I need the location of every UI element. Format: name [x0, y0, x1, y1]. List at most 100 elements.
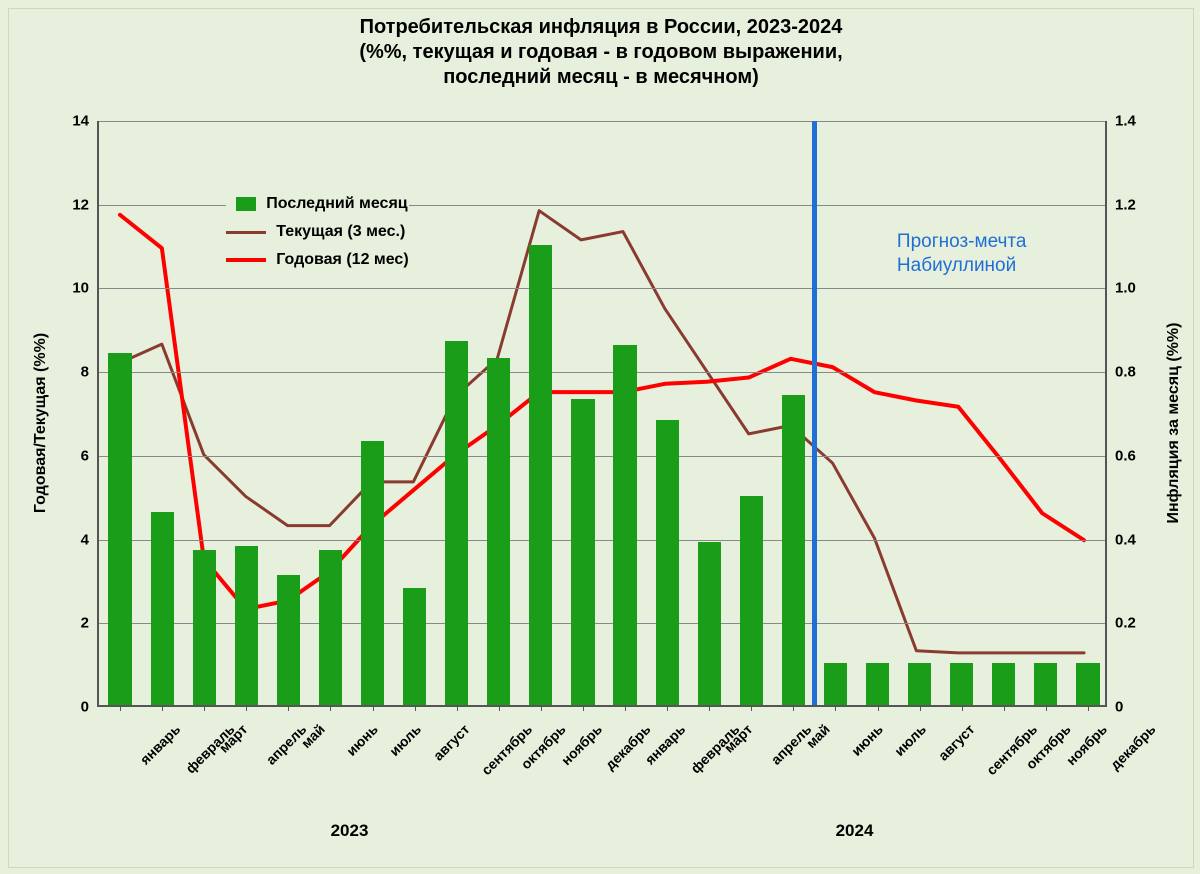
bar	[319, 550, 342, 705]
x-tick	[162, 705, 163, 711]
legend: Последний месяц Текущая (3 мес.) Годовая (…	[226, 190, 408, 274]
x-tick-label: июнь	[343, 721, 381, 759]
annotation-line-2: Набиуллиной	[897, 254, 1027, 278]
y-left-tick: 0	[81, 699, 99, 716]
forecast-annotation: Прогноз-мечта Набиуллиной	[897, 230, 1027, 278]
x-tick	[962, 705, 963, 711]
bar	[361, 441, 384, 705]
x-tick	[120, 705, 121, 711]
x-tick	[835, 705, 836, 711]
x-tick	[583, 705, 584, 711]
y-right-tick: 1.4	[1105, 113, 1136, 130]
x-tick	[1088, 705, 1089, 711]
y-right-tick: 0.6	[1105, 447, 1136, 464]
x-tick	[541, 705, 542, 711]
bar	[782, 395, 805, 705]
x-tick	[373, 705, 374, 711]
gridline	[99, 372, 1105, 373]
legend-label: Последний месяц	[266, 195, 407, 213]
legend-swatch-line	[226, 231, 266, 234]
bar	[908, 663, 931, 705]
x-tick-label: декабрь	[602, 721, 654, 773]
gridline	[99, 288, 1105, 289]
y-left-tick: 8	[81, 364, 99, 381]
bar	[698, 542, 721, 705]
y-axis-left-label: Годовая/Текущая (%%)	[32, 333, 50, 513]
chart-title: Потребительская инфляция в России, 2023-…	[9, 15, 1193, 90]
x-tick-label: июнь	[848, 721, 886, 759]
year-label: 2023	[331, 821, 369, 841]
legend-label: Годовая (12 мес)	[276, 251, 408, 269]
bar	[950, 663, 973, 705]
x-tick	[793, 705, 794, 711]
forecast-divider	[812, 121, 817, 705]
y-left-tick: 4	[81, 531, 99, 548]
bar	[824, 663, 847, 705]
bar	[866, 663, 889, 705]
title-line-3: последний месяц - в месячном)	[9, 65, 1193, 90]
x-tick	[457, 705, 458, 711]
x-tick	[625, 705, 626, 711]
gridline	[99, 456, 1105, 457]
x-tick-label: август	[935, 721, 978, 764]
bar	[277, 575, 300, 705]
x-tick-label: июль	[891, 721, 929, 759]
bar	[571, 399, 594, 705]
y-left-tick: 14	[72, 113, 99, 130]
x-tick	[415, 705, 416, 711]
x-tick	[246, 705, 247, 711]
bar	[193, 550, 216, 705]
bar	[529, 245, 552, 705]
gridline	[99, 540, 1105, 541]
x-tick	[920, 705, 921, 711]
y-right-tick: 1.2	[1105, 196, 1136, 213]
legend-item: Годовая (12 мес)	[226, 246, 408, 274]
x-tick	[667, 705, 668, 711]
x-tick	[878, 705, 879, 711]
chart-frame: Потребительская инфляция в России, 2023-…	[8, 8, 1194, 868]
y-right-tick: 0	[1105, 699, 1123, 716]
bar	[1076, 663, 1099, 705]
bar	[656, 420, 679, 705]
bar	[235, 546, 258, 705]
bar	[108, 353, 131, 705]
bar	[1034, 663, 1057, 705]
y-right-tick: 0.8	[1105, 364, 1136, 381]
x-tick-label: июль	[386, 721, 424, 759]
gridline	[99, 121, 1105, 122]
y-left-tick: 12	[72, 196, 99, 213]
x-tick	[288, 705, 289, 711]
y-left-tick: 6	[81, 447, 99, 464]
x-tick	[751, 705, 752, 711]
y-right-tick: 0.2	[1105, 615, 1136, 632]
legend-item: Последний месяц	[226, 190, 408, 218]
legend-label: Текущая (3 мес.)	[276, 223, 405, 241]
title-line-2: (%%, текущая и годовая - в годовом выраж…	[9, 40, 1193, 65]
legend-swatch-line	[226, 258, 266, 262]
y-right-tick: 0.4	[1105, 531, 1136, 548]
y-left-tick: 10	[72, 280, 99, 297]
x-tick	[499, 705, 500, 711]
x-tick-label: декабрь	[1107, 721, 1159, 773]
y-right-tick: 1.0	[1105, 280, 1136, 297]
bar	[151, 512, 174, 705]
x-tick	[1004, 705, 1005, 711]
annotation-line-1: Прогноз-мечта	[897, 230, 1027, 254]
title-line-1: Потребительская инфляция в России, 2023-…	[9, 15, 1193, 40]
x-tick-label: январь	[137, 721, 184, 768]
x-tick	[1046, 705, 1047, 711]
x-tick-label: август	[430, 721, 473, 764]
bar	[992, 663, 1015, 705]
y-left-tick: 2	[81, 615, 99, 632]
bar	[487, 358, 510, 705]
legend-swatch-bar	[236, 197, 256, 211]
x-tick	[330, 705, 331, 711]
bar	[403, 588, 426, 705]
bar	[445, 341, 468, 705]
bar	[740, 496, 763, 705]
y-axis-right-label: Инфляция за месяц (%%)	[1165, 323, 1183, 524]
year-label: 2024	[836, 821, 874, 841]
x-tick	[204, 705, 205, 711]
bar	[613, 345, 636, 705]
legend-item: Текущая (3 мес.)	[226, 218, 408, 246]
